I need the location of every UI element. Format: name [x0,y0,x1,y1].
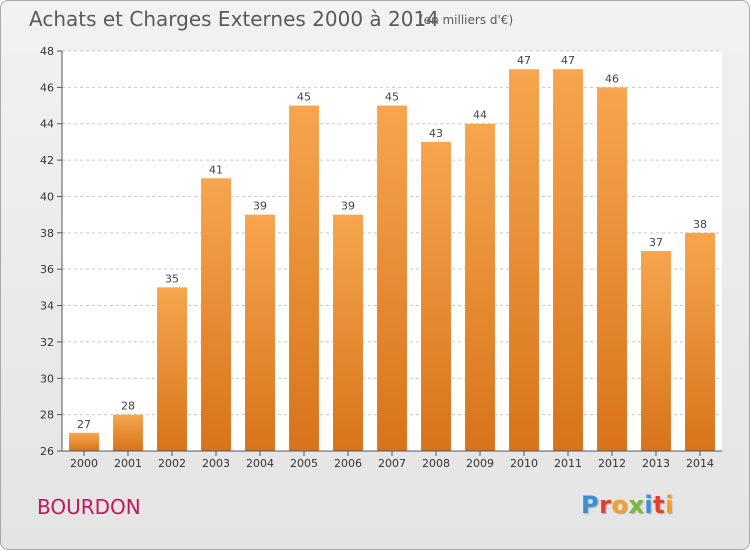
y-tick-label: 44 [40,118,54,131]
bar [333,214,363,451]
x-tick-label: 2014 [686,457,714,470]
chart-title: Achats et Charges Externes 2000 à 2014 [29,7,439,31]
bar [641,251,671,451]
bar [421,141,451,451]
x-tick-label: 2006 [334,457,362,470]
x-tick-label: 2011 [554,457,582,470]
chart-subtitle: (en milliers d'€) [419,13,514,27]
x-tick-label: 2013 [642,457,670,470]
logo-letter: o [611,491,629,519]
data-label: 43 [429,127,443,140]
logo-letter: P [581,491,600,519]
x-tick-label: 2000 [70,457,98,470]
proxiti-logo: Proxiti [581,491,674,519]
x-tick-label: 2003 [202,457,230,470]
data-label: 41 [209,163,223,176]
bar [289,105,319,451]
data-label: 47 [517,54,531,67]
y-tick-label: 32 [40,336,54,349]
x-tick-label: 2004 [246,457,274,470]
bar [509,69,539,451]
bar [113,414,143,451]
data-label: 44 [473,109,487,122]
data-label: 45 [385,91,399,104]
data-label: 45 [297,91,311,104]
x-tick-label: 2009 [466,457,494,470]
data-label: 28 [121,400,135,413]
bar [597,87,627,451]
logo-letter: i [644,491,654,519]
data-label: 47 [561,54,575,67]
x-tick-label: 2010 [510,457,538,470]
data-label: 38 [693,218,707,231]
y-tick-label: 34 [40,300,54,313]
data-label: 35 [165,272,179,285]
bar [553,69,583,451]
x-tick-label: 2005 [290,457,318,470]
x-tick-label: 2007 [378,457,406,470]
y-tick-label: 48 [40,45,54,58]
bar [245,214,275,451]
bar [465,123,495,452]
data-label: 46 [605,72,619,85]
bar [157,287,187,451]
y-tick-label: 42 [40,154,54,167]
y-tick-label: 40 [40,190,54,203]
y-tick-label: 30 [40,372,54,385]
bar [685,232,715,451]
y-tick-label: 46 [40,81,54,94]
x-tick-label: 2001 [114,457,142,470]
commune-name: BOURDON [37,495,141,519]
y-tick-label: 36 [40,263,54,276]
data-label: 37 [649,236,663,249]
x-tick-label: 2002 [158,457,186,470]
bar [201,178,231,452]
logo-letter: i [665,491,674,519]
logo-letter: t [653,491,666,519]
y-tick-label: 26 [40,445,54,458]
data-label: 39 [341,200,355,213]
bar [69,432,99,451]
y-tick-label: 38 [40,227,54,240]
logo-letter: x [628,491,645,519]
data-label: 39 [253,200,267,213]
logo-letter: r [599,491,612,519]
bar [377,105,407,451]
x-tick-label: 2012 [598,457,626,470]
y-tick-label: 28 [40,409,54,422]
data-label: 27 [77,418,91,431]
x-tick-label: 2008 [422,457,450,470]
